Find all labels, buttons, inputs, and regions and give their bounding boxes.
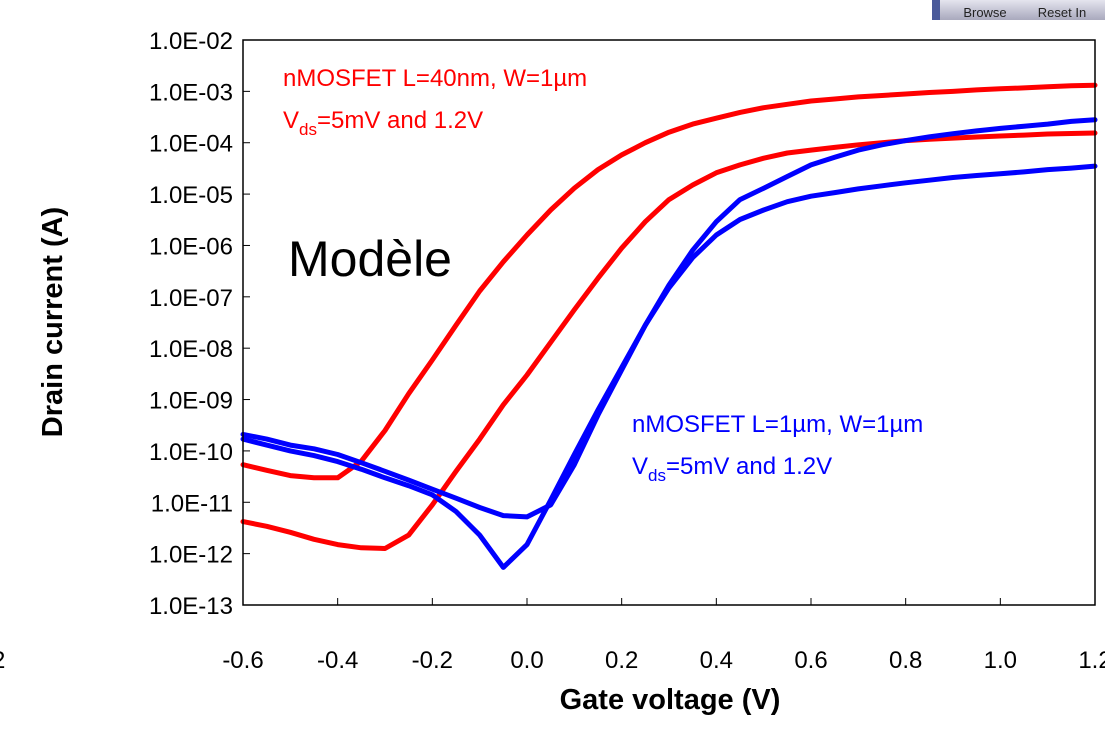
annotation-symbol: V xyxy=(632,453,648,480)
x-tick-label: 1.0 xyxy=(984,647,1017,674)
model-label: Modèle xyxy=(288,231,452,287)
y-tick-label: 1.0E-02 xyxy=(149,28,233,55)
reset-button: Reset In xyxy=(1038,5,1086,20)
y-tick-label: 1.0E-06 xyxy=(149,233,233,260)
x-tick-label: 0.2 xyxy=(605,647,638,674)
y-tick-label: 1.0E-09 xyxy=(149,388,233,415)
x-tick-label: -0.4 xyxy=(317,647,358,674)
chart: Browse Reset In 2 Drain current (A) Gate… xyxy=(0,0,1105,740)
y-tick-label: 1.0E-04 xyxy=(149,131,233,158)
window-edge xyxy=(932,0,940,20)
annotation-line: nMOSFET L=1µm, W=1µm xyxy=(632,411,923,438)
y-tick-label: 1.0E-05 xyxy=(149,182,233,209)
x-tick-label: 0.8 xyxy=(889,647,922,674)
x-axis-title: Gate voltage (V) xyxy=(560,684,781,716)
annotation-line: nMOSFET L=40nm, W=1µm xyxy=(283,65,587,92)
y-tick-label: 1.0E-03 xyxy=(149,79,233,106)
browse-button: Browse xyxy=(963,5,1006,20)
annotation-rest: =5mV and 1.2V xyxy=(666,453,832,480)
annotation-rest: =5mV and 1.2V xyxy=(317,107,483,134)
data-line xyxy=(243,166,1095,567)
annotation-line: Vds=5mV and 1.2V xyxy=(283,107,483,139)
annotation-subscript: ds xyxy=(648,466,666,485)
y-tick-label: 1.0E-08 xyxy=(149,336,233,363)
y-tick-label: 1.0E-11 xyxy=(151,490,233,517)
left-fragment: 2 xyxy=(0,647,5,674)
y-tick-label: 1.0E-07 xyxy=(149,285,233,312)
y-tick-label: 1.0E-12 xyxy=(149,542,233,569)
y-axis-title: Drain current (A) xyxy=(37,207,69,437)
x-tick-label: 0.0 xyxy=(510,647,543,674)
annotation-subscript: ds xyxy=(299,120,317,139)
annotation-symbol: V xyxy=(283,107,299,134)
x-tick-label: 0.4 xyxy=(700,647,733,674)
data-line xyxy=(243,133,1095,549)
x-tick-label: -0.2 xyxy=(412,647,453,674)
x-tick-label: 0.6 xyxy=(794,647,827,674)
x-tick-label: 1.2 xyxy=(1078,647,1105,674)
x-tick-label: -0.6 xyxy=(222,647,263,674)
y-tick-label: 1.0E-10 xyxy=(149,439,233,466)
y-tick-label: 1.0E-13 xyxy=(149,593,233,620)
annotation-line: Vds=5mV and 1.2V xyxy=(632,453,832,485)
